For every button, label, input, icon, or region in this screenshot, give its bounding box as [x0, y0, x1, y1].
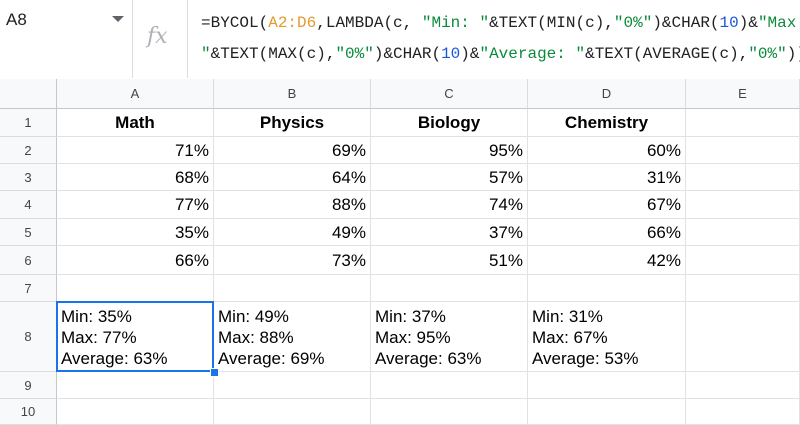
value-cell-d5[interactable]: 66%	[528, 219, 686, 246]
row-header-5[interactable]: 5	[0, 219, 57, 246]
value-cell-c5[interactable]: 37%	[371, 219, 528, 246]
formula-token: )&	[460, 45, 480, 63]
row-header-10[interactable]: 10	[0, 399, 57, 425]
value-cell-a5[interactable]: 35%	[57, 219, 214, 246]
value-cell-a2[interactable]: 71%	[57, 137, 214, 164]
formula-line-1: =BYCOL(A2:D6,LAMBDA(c, "Min: "&TEXT(MIN(…	[201, 8, 800, 39]
cell-e8[interactable]	[686, 302, 800, 372]
cell-e6[interactable]	[686, 246, 800, 275]
cell-d7[interactable]	[528, 275, 686, 302]
column-header-b[interactable]: B	[214, 79, 371, 109]
formula-token: "0%"	[748, 45, 787, 63]
formula-token: =BYCOL(	[201, 14, 269, 32]
column-header-d[interactable]: D	[528, 79, 686, 109]
formula-token: "0%"	[335, 45, 374, 63]
fx-icon: fx	[133, 0, 188, 78]
header-cell-b1[interactable]: Physics	[214, 109, 371, 137]
cell-b10[interactable]	[214, 399, 371, 425]
row-header-1[interactable]: 1	[0, 109, 57, 137]
summary-cell-b8[interactable]: Min: 49% Max: 88% Average: 69%	[214, 302, 371, 372]
value-cell-c6[interactable]: 51%	[371, 246, 528, 275]
formula-token: "Min: "	[421, 14, 490, 32]
header-cell-c1[interactable]: Biology	[371, 109, 528, 137]
header-cell-d1[interactable]: Chemistry	[528, 109, 686, 137]
cell-e3[interactable]	[686, 164, 800, 191]
cell-c10[interactable]	[371, 399, 528, 425]
formula-token: "Average: "	[479, 45, 586, 63]
cell-d9[interactable]	[528, 372, 686, 399]
select-all-corner[interactable]	[0, 79, 57, 109]
formula-bar: A8 fx =BYCOL(A2:D6,LAMBDA(c, "Min: "&TEX…	[0, 0, 800, 80]
column-header-e[interactable]: E	[686, 79, 800, 109]
row-header-6[interactable]: 6	[0, 246, 57, 275]
cell-e9[interactable]	[686, 372, 800, 399]
column-header-a[interactable]: A	[57, 79, 214, 109]
value-cell-a6[interactable]: 66%	[57, 246, 214, 275]
header-cell-a1[interactable]: Math	[57, 109, 214, 137]
row-header-7[interactable]: 7	[0, 275, 57, 302]
row-header-3[interactable]: 3	[0, 164, 57, 191]
cell-e5[interactable]	[686, 219, 800, 246]
formula-token: )&	[738, 14, 758, 32]
value-cell-d3[interactable]: 31%	[528, 164, 686, 191]
fill-handle[interactable]	[210, 368, 219, 377]
row-header-9[interactable]: 9	[0, 372, 57, 399]
value-cell-d2[interactable]: 60%	[528, 137, 686, 164]
cell-e7[interactable]	[686, 275, 800, 302]
value-cell-b5[interactable]: 49%	[214, 219, 371, 246]
row-header-4[interactable]: 4	[0, 191, 57, 219]
formula-token: "Max:	[757, 14, 800, 32]
cell-c7[interactable]	[371, 275, 528, 302]
formula-token: )&CHAR(	[373, 45, 442, 63]
formula-input[interactable]: =BYCOL(A2:D6,LAMBDA(c, "Min: "&TEXT(MIN(…	[201, 8, 800, 70]
value-cell-c2[interactable]: 95%	[371, 137, 528, 164]
value-cell-d6[interactable]: 42%	[528, 246, 686, 275]
cell-e4[interactable]	[686, 191, 800, 219]
cell-a7[interactable]	[57, 275, 214, 302]
value-cell-b3[interactable]: 64%	[214, 164, 371, 191]
name-box[interactable]: A8	[0, 0, 133, 78]
formula-token: &TEXT(AVERAGE(c),	[585, 45, 749, 63]
cell-d10[interactable]	[528, 399, 686, 425]
formula-token: A2:D6	[268, 14, 317, 32]
formula-line-2: "&TEXT(MAX(c),"0%")&CHAR(10)&"Average: "…	[201, 39, 800, 70]
formula-token: )&CHAR(	[652, 14, 720, 32]
column-header-c[interactable]: C	[371, 79, 528, 109]
formula-token: )))	[786, 45, 800, 63]
value-cell-d4[interactable]: 67%	[528, 191, 686, 219]
formula-token: &TEXT(MIN(c),	[489, 14, 614, 32]
fx-label: fx	[147, 24, 168, 49]
cell-e1[interactable]	[686, 109, 800, 137]
cell-b9[interactable]	[214, 372, 371, 399]
formula-token: &TEXT(MAX(c),	[210, 45, 336, 63]
value-cell-c4[interactable]: 74%	[371, 191, 528, 219]
value-cell-a4[interactable]: 77%	[57, 191, 214, 219]
value-cell-b4[interactable]: 88%	[214, 191, 371, 219]
formula-token: 10	[719, 14, 739, 32]
formula-token: "	[201, 45, 211, 63]
name-box-value: A8	[6, 10, 27, 29]
value-cell-c3[interactable]: 57%	[371, 164, 528, 191]
summary-cell-a8[interactable]: Min: 35% Max: 77% Average: 63%	[57, 302, 214, 372]
chevron-down-icon[interactable]	[112, 16, 124, 22]
row-header-8[interactable]: 8	[0, 302, 57, 372]
formula-token: ,LAMBDA(c,	[316, 14, 422, 32]
cell-e2[interactable]	[686, 137, 800, 164]
value-cell-a3[interactable]: 68%	[57, 164, 214, 191]
summary-cell-d8[interactable]: Min: 31% Max: 67% Average: 53%	[528, 302, 686, 372]
formula-token: "0%"	[613, 14, 653, 32]
cell-a9[interactable]	[57, 372, 214, 399]
value-cell-b2[interactable]: 69%	[214, 137, 371, 164]
formula-token: 10	[441, 45, 461, 63]
value-cell-b6[interactable]: 73%	[214, 246, 371, 275]
cell-e10[interactable]	[686, 399, 800, 425]
cell-a10[interactable]	[57, 399, 214, 425]
summary-cell-c8[interactable]: Min: 37% Max: 95% Average: 63%	[371, 302, 528, 372]
row-header-2[interactable]: 2	[0, 137, 57, 164]
cell-c9[interactable]	[371, 372, 528, 399]
cell-b7[interactable]	[214, 275, 371, 302]
